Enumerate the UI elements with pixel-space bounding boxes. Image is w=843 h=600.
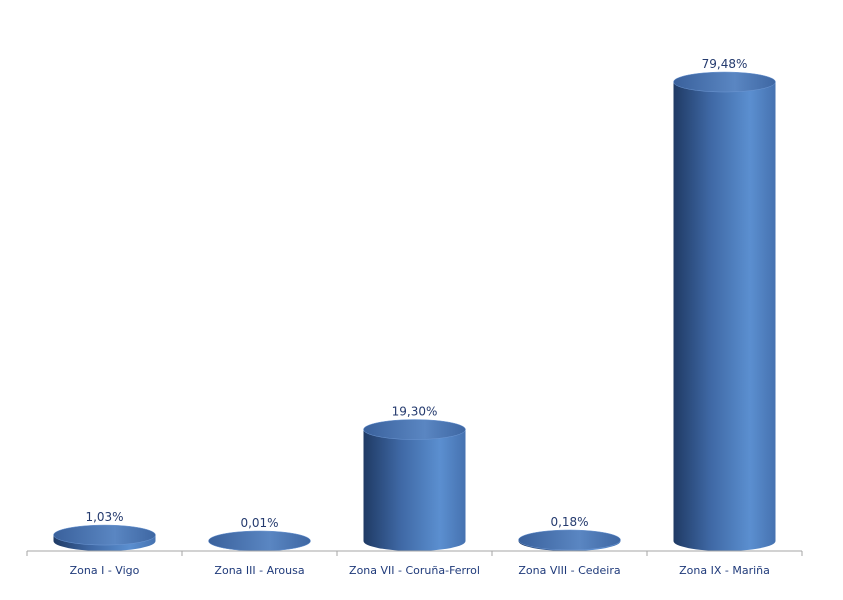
- bar: [518, 529, 621, 551]
- bar-top: [208, 530, 311, 552]
- category-label: Zona VIII - Cedeira: [518, 564, 620, 577]
- data-label: 0,01%: [240, 516, 278, 530]
- bar: [53, 524, 156, 551]
- data-label: 1,03%: [85, 510, 123, 524]
- category-label: Zona III - Arousa: [214, 564, 304, 577]
- bar-top: [363, 419, 466, 440]
- bar-body: [673, 82, 776, 551]
- category-label: Zona IX - Mariña: [679, 564, 770, 577]
- data-label: 19,30%: [392, 405, 438, 419]
- bar-top: [518, 529, 621, 551]
- category-label: Zona I - Vigo: [70, 564, 140, 577]
- bar: [208, 530, 311, 552]
- bar: [673, 71, 776, 551]
- data-label: 0,18%: [550, 515, 588, 529]
- data-label: 79,48%: [702, 57, 748, 71]
- bar-top: [53, 524, 156, 546]
- bar-top: [673, 71, 776, 93]
- category-label: Zona VII - Coruña-Ferrol: [349, 564, 480, 577]
- bar: [363, 419, 466, 551]
- bar-body: [363, 429, 466, 551]
